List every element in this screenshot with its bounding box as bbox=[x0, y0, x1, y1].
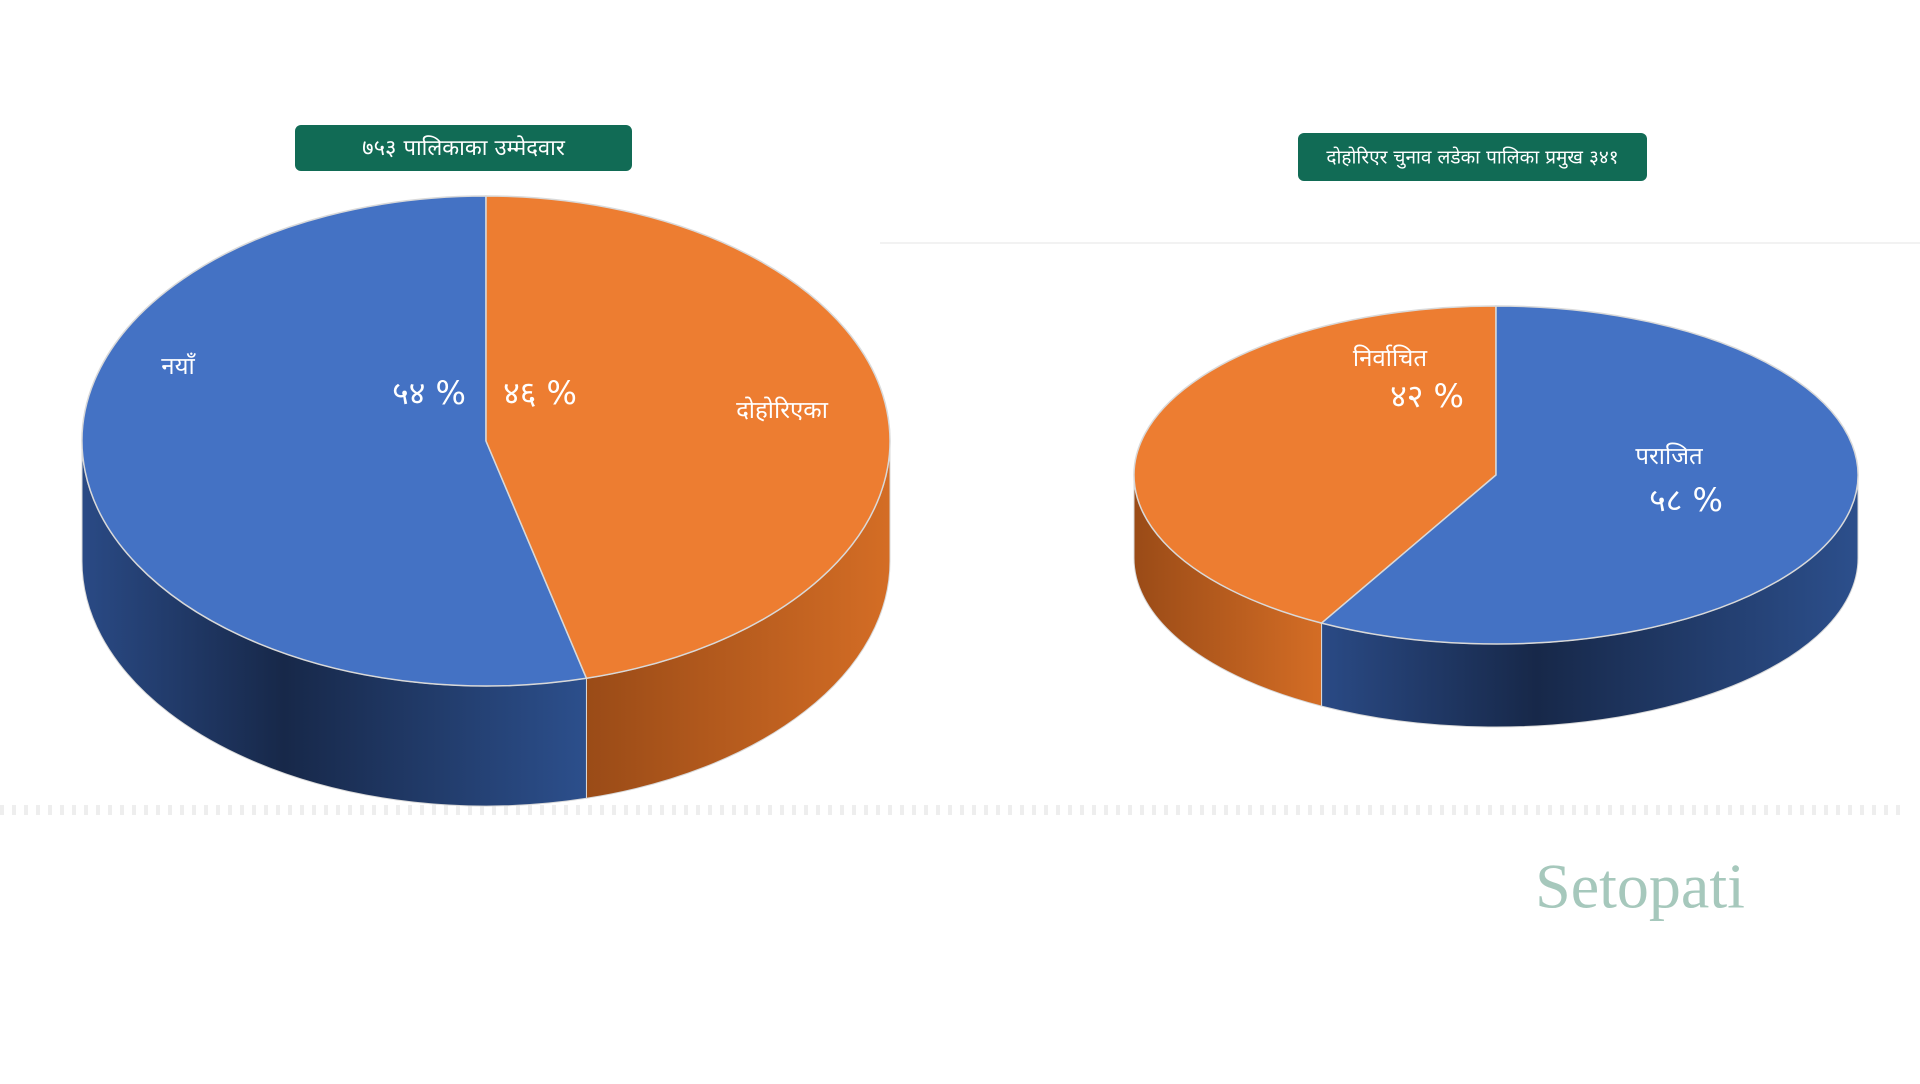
chart-title: दोहोरिएर चुनाव लडेका पालिका प्रमुख ३४१ bbox=[1326, 146, 1618, 170]
value-label: ५८ % bbox=[1649, 481, 1723, 519]
category-label: निर्वाचित bbox=[1353, 344, 1429, 372]
category-label: दोहोरिएका bbox=[736, 396, 829, 424]
category-label: पराजित bbox=[1635, 442, 1704, 470]
pie-slice bbox=[81, 195, 588, 687]
value-label: ५४ % bbox=[392, 374, 466, 412]
value-label: ४२ % bbox=[1390, 377, 1464, 415]
pie-slice bbox=[485, 195, 891, 680]
title-box bbox=[1298, 133, 1647, 181]
chart-title: ७५३ पालिकाका उम्मेदवार bbox=[362, 135, 566, 161]
category-label: नयाँ bbox=[161, 352, 196, 380]
title-box bbox=[295, 125, 632, 171]
pie-slice bbox=[1320, 305, 1859, 645]
pie-slice bbox=[1133, 305, 1497, 624]
value-label: ४६ % bbox=[503, 374, 577, 412]
watermark: Setopati bbox=[1535, 851, 1745, 922]
